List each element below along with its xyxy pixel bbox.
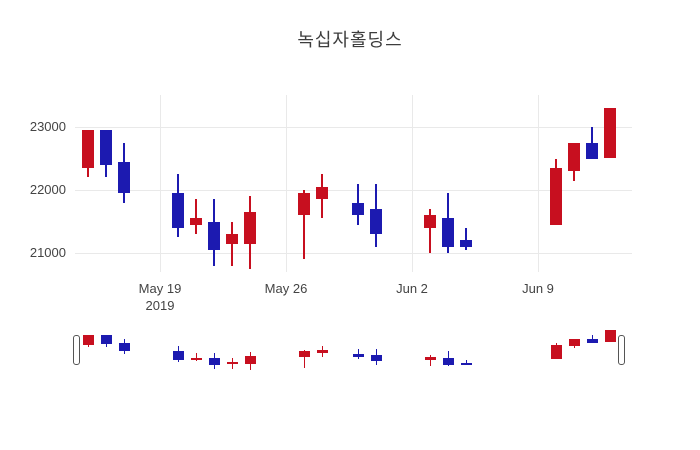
mini-candle-wick: [195, 352, 197, 362]
mini-candle-body: [316, 349, 328, 353]
candle-body: [244, 212, 256, 244]
mini-candle-body: [424, 356, 436, 360]
candle-body: [442, 218, 454, 247]
mini-candle-wick: [465, 359, 467, 366]
mini-candle-body: [604, 329, 616, 343]
h-gridline: [75, 127, 632, 128]
v-gridline: [412, 95, 413, 272]
mini-candle-body: [460, 363, 472, 366]
mini-candle-body: [172, 351, 184, 360]
mini-candle-body: [82, 335, 94, 345]
mini-candle-body: [100, 335, 112, 344]
mini-candle-body: [568, 338, 580, 346]
candle-body: [316, 186, 328, 200]
y-tick-label: 21000: [29, 245, 66, 260]
mini-candle-body: [208, 358, 220, 366]
mini-candle-body: [442, 357, 454, 365]
candle-wick: [429, 208, 431, 253]
candle-body: [118, 161, 130, 194]
range-slider-right-handle[interactable]: [618, 335, 625, 365]
candle-body: [460, 240, 472, 247]
candle-body: [424, 215, 436, 228]
candle-wick: [591, 127, 593, 159]
candle-body: [298, 193, 310, 216]
range-slider-left-handle[interactable]: [73, 335, 80, 365]
mini-candle-body: [586, 338, 598, 343]
candle-body: [208, 221, 220, 250]
h-gridline: [75, 253, 632, 254]
y-tick-label: 22000: [29, 182, 66, 197]
v-gridline: [286, 95, 287, 272]
y-tick-label: 23000: [29, 119, 66, 134]
h-gridline: [75, 190, 632, 191]
v-gridline: [160, 95, 161, 272]
candle-wick: [303, 190, 305, 260]
mini-candle-wick: [429, 355, 431, 367]
x-tick-label: Jun 9: [522, 281, 554, 296]
candle-body: [190, 218, 202, 225]
mini-candle-body: [226, 361, 238, 364]
candle-body: [100, 130, 112, 165]
x-tick-label: May 26: [264, 281, 308, 296]
range-slider-track[interactable]: [76, 329, 622, 371]
candle-body: [226, 234, 238, 244]
candle-wick: [195, 199, 197, 235]
mini-candle-body: [190, 357, 202, 360]
mini-candle-wick: [591, 334, 593, 343]
v-gridline: [538, 95, 539, 272]
mini-candle-body: [118, 343, 130, 352]
candle-body: [604, 108, 616, 159]
mini-candle-body: [298, 351, 310, 357]
mini-candle-body: [550, 344, 562, 360]
candle-body: [550, 167, 562, 225]
candle-body: [586, 142, 598, 159]
x-tick-label: Jun 2: [396, 281, 428, 296]
chart-title: 녹십자홀딩스: [297, 30, 403, 50]
candle-wick: [465, 227, 467, 250]
mini-candle-body: [370, 355, 382, 362]
candle-body: [82, 130, 94, 168]
x-tick-label: May 19 2019: [115, 280, 205, 314]
mini-candle-body: [244, 355, 256, 364]
mini-candle-body: [352, 353, 364, 357]
x-tick-year-label: 2019: [145, 298, 175, 313]
candle-body: [352, 202, 364, 216]
candle-body: [568, 142, 580, 172]
candle-body: [172, 193, 184, 228]
candle-body: [370, 208, 382, 235]
mini-candle-wick: [303, 350, 305, 368]
